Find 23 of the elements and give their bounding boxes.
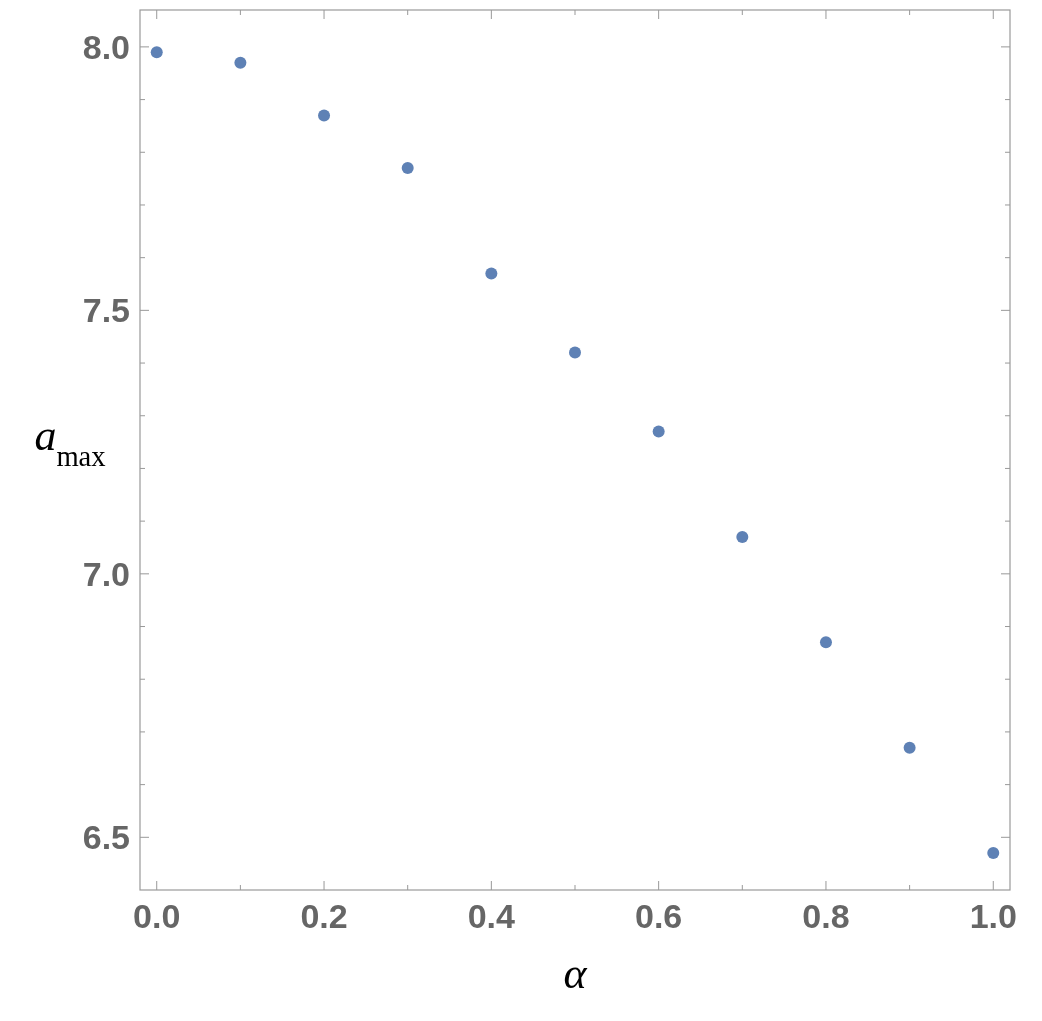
point	[485, 267, 498, 280]
point	[819, 636, 832, 649]
x-tick-label: 0.2	[300, 897, 348, 935]
point	[569, 346, 581, 359]
x-tick-label: 0.6	[635, 897, 683, 935]
y-tick-label: 8.0	[82, 27, 130, 66]
y-axis-title: a$_{max}$	[34, 411, 106, 472]
point	[318, 109, 331, 122]
point	[234, 56, 247, 69]
point	[987, 847, 1000, 860]
y-tick-label: 6.5	[82, 818, 130, 857]
x-tick-label: 1.0	[969, 897, 1017, 935]
x-tick-label: 0.8	[802, 897, 850, 935]
x-axis-title: α	[563, 949, 588, 998]
point	[903, 741, 916, 754]
point	[150, 46, 163, 59]
point	[652, 425, 665, 438]
x-tick-label: 0.0	[133, 897, 181, 935]
point	[736, 530, 749, 543]
x-tick-label: 0.4	[467, 897, 516, 935]
y-tick-label: 7.0	[82, 554, 130, 593]
point	[401, 162, 414, 175]
y-tick-label: 7.5	[82, 291, 130, 330]
